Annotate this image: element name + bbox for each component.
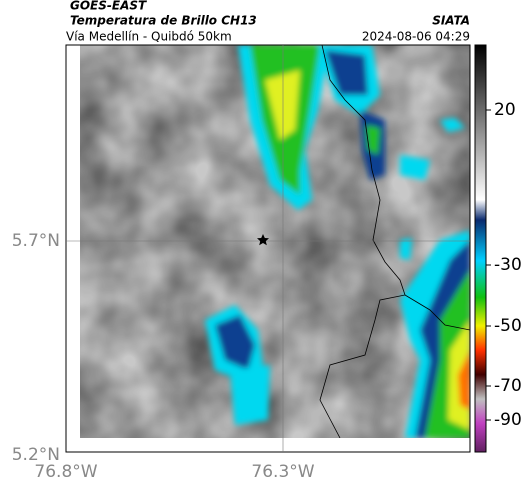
source: SIATA [432,14,470,28]
map-frame [65,44,471,453]
colorbar-tick-label: -70 [494,376,522,396]
location-marker [257,234,269,246]
colorbar-tick-label: -30 [494,255,522,275]
datetime: 2024-08-06 04:29 [362,30,470,44]
colorbar-tick-label: -90 [494,410,522,430]
subtitle: Temperatura de Brillo CH13 [70,14,257,28]
colorbar-tick-label: 20 [494,100,516,120]
title: GOES-EAST [70,0,147,13]
lat-label: 5.2°N [12,445,60,465]
colorbar-tick-label: -50 [494,316,522,336]
lat-label: 5.7°N [12,231,60,251]
lon-label: 76.3°W [251,462,314,482]
lon-label: 76.8°W [34,462,97,482]
location: Vía Medellín - Quibdó 50km [66,30,232,44]
colorbar-ticks: 20 -30 -50 -70 -90 [486,100,522,430]
satellite-image [80,45,470,438]
colorbar [474,44,487,453]
